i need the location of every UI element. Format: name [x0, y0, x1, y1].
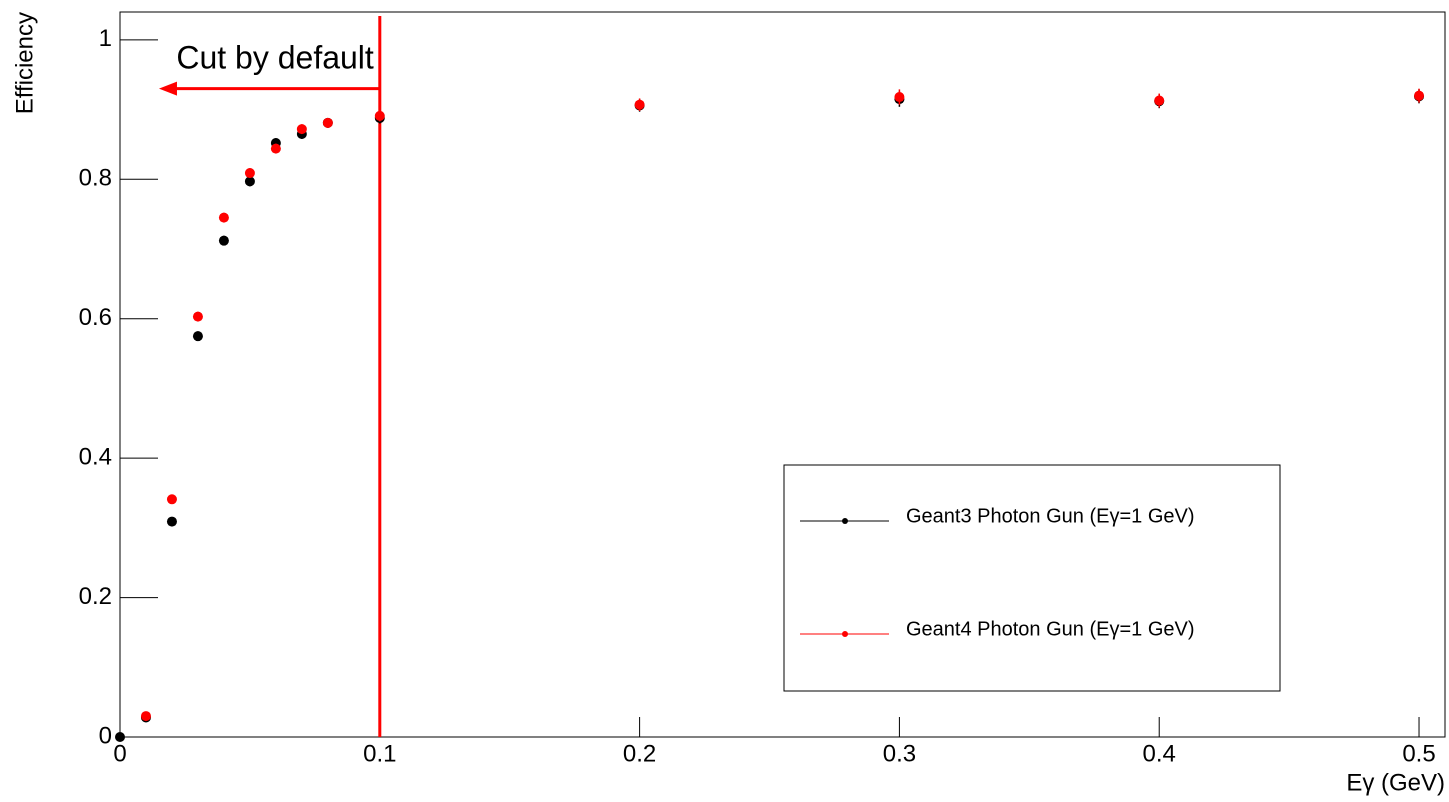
- marker: [166, 516, 177, 527]
- marker: [374, 110, 385, 121]
- marker: [244, 176, 255, 187]
- y-tick-label: 0.8: [79, 165, 112, 192]
- legend-marker: [842, 631, 848, 637]
- y-tick-label: 1: [99, 25, 112, 52]
- x-tick-label: 0.1: [363, 740, 396, 767]
- marker: [218, 212, 229, 223]
- marker: [634, 99, 645, 110]
- arrow-head: [158, 81, 177, 96]
- marker: [115, 732, 125, 742]
- marker: [894, 92, 905, 103]
- marker: [192, 311, 203, 322]
- legend-box: [783, 464, 1281, 692]
- marker: [1154, 95, 1165, 106]
- x-tick-label: 0: [113, 740, 126, 767]
- x-tick-label: 0.3: [883, 740, 916, 767]
- legend-label: Geant4 Photon Gun (Eγ=1 GeV): [906, 618, 1195, 640]
- y-axis-label: Efficiency: [11, 12, 38, 114]
- marker: [192, 331, 203, 342]
- x-axis-label: Eγ (GeV): [1346, 769, 1445, 796]
- legend-marker: [842, 518, 848, 524]
- plot-frame: [119, 11, 1446, 738]
- legend-label: Geant3 Photon Gun (Eγ=1 GeV): [906, 505, 1195, 527]
- marker: [1414, 90, 1425, 101]
- marker: [140, 711, 151, 722]
- marker: [296, 124, 307, 135]
- x-tick-label: 0.2: [623, 740, 656, 767]
- marker: [218, 235, 229, 246]
- marker: [322, 117, 333, 128]
- annotation-text: Cut by default: [176, 39, 374, 75]
- marker: [244, 168, 255, 179]
- x-tick-label: 0.4: [1143, 740, 1176, 767]
- marker: [270, 143, 281, 154]
- y-tick-label: 0: [99, 722, 112, 749]
- y-tick-label: 0.6: [79, 304, 112, 331]
- x-tick-label: 0.5: [1402, 740, 1435, 767]
- marker: [166, 494, 177, 505]
- y-tick-label: 0.4: [79, 443, 112, 470]
- y-tick-label: 0.2: [79, 583, 112, 610]
